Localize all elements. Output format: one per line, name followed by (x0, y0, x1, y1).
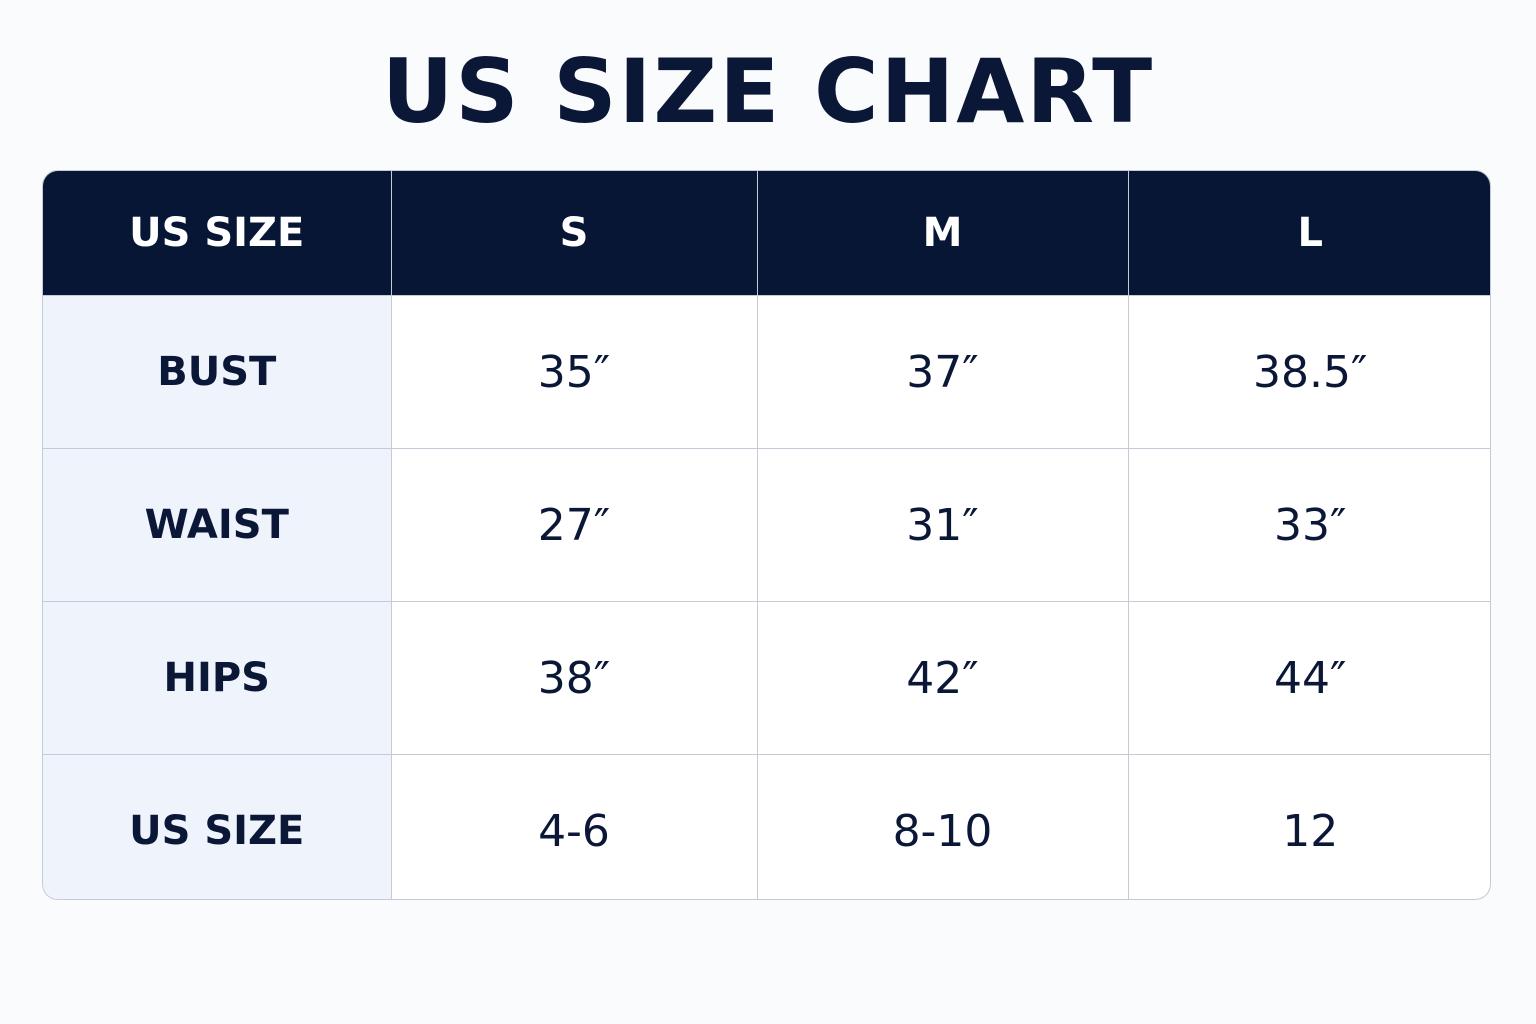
size-table-card: US SIZE S M L BUST 35″ 37″ 38.5″ WAIST 27″ 31″ 33″… (42, 170, 1491, 900)
row-label: US SIZE (43, 754, 392, 899)
table-cell: 4-6 (390, 754, 758, 899)
header-cell: S (390, 171, 758, 296)
row-label: BUST (43, 295, 392, 449)
table-row: US SIZE 4-6 8-10 12 (43, 754, 1490, 899)
row-label: WAIST (43, 448, 392, 602)
header-cell: US SIZE (43, 171, 392, 296)
table-row: BUST 35″ 37″ 38.5″ (43, 295, 1490, 449)
table-row: WAIST 27″ 31″ 33″ (43, 448, 1490, 602)
table-cell: 38″ (390, 601, 758, 755)
header-cell: M (756, 171, 1129, 296)
table-body: BUST 35″ 37″ 38.5″ WAIST 27″ 31″ 33″ HIPS 38″ 42″ 4… (43, 295, 1490, 899)
table-cell: 44″ (1127, 601, 1490, 755)
table-row: HIPS 38″ 42″ 44″ (43, 601, 1490, 755)
table-cell: 31″ (756, 448, 1129, 602)
title: US SIZE CHART (381, 40, 1155, 143)
table-cell: 27″ (390, 448, 758, 602)
table-cell: 38.5″ (1127, 295, 1490, 449)
table-cell: 33″ (1127, 448, 1490, 602)
size-table: US SIZE S M L BUST 35″ 37″ 38.5″ WAIST 27″ 31″ 33″… (43, 171, 1490, 899)
table-cell: 42″ (756, 601, 1129, 755)
table-cell: 12 (1127, 754, 1490, 899)
table-cell: 35″ (390, 295, 758, 449)
header-cell: L (1127, 171, 1490, 296)
row-label: HIPS (43, 601, 392, 755)
table-cell: 8-10 (756, 754, 1129, 899)
table-cell: 37″ (756, 295, 1129, 449)
header-row: US SIZE S M L (43, 171, 1490, 296)
